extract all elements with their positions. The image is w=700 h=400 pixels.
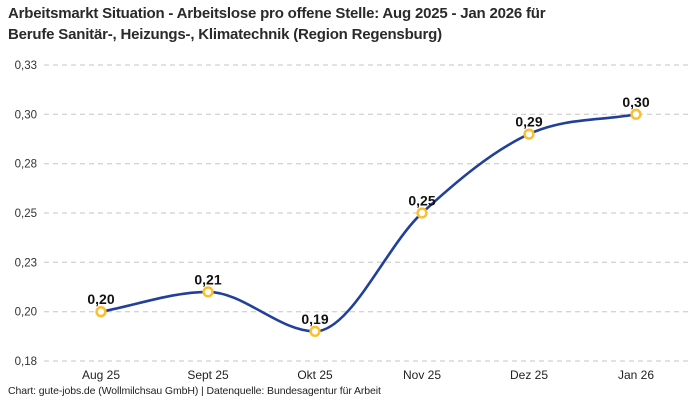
data-point bbox=[416, 207, 428, 219]
data-point-label: 0,29 bbox=[515, 114, 542, 130]
x-tick-label: Nov 25 bbox=[403, 368, 441, 382]
data-point-label: 0,19 bbox=[301, 311, 328, 327]
y-tick-label: 0,30 bbox=[15, 109, 37, 121]
data-point bbox=[523, 128, 535, 140]
y-tick-label: 0,20 bbox=[15, 307, 37, 319]
data-point bbox=[202, 286, 214, 298]
data-point bbox=[630, 108, 642, 120]
y-tick-label: 0,28 bbox=[15, 159, 37, 171]
x-axis-labels: Aug 25 Sept 25 Okt 25 Nov 25 Dez 25 Jan 26 bbox=[82, 368, 654, 382]
chart-credit: Chart: gute-jobs.de (Wollmilchsau GmbH) … bbox=[8, 385, 381, 397]
x-tick-label: Okt 25 bbox=[297, 368, 333, 382]
y-axis-labels: 0,18 0,20 0,23 0,25 0,28 0,30 0,33 bbox=[15, 60, 37, 368]
data-point-label: 0,21 bbox=[194, 271, 221, 287]
y-tick-label: 0,18 bbox=[15, 356, 37, 368]
y-tick-label: 0,25 bbox=[15, 208, 37, 220]
chart-title: Arbeitsmarkt Situation - Arbeitslose pro… bbox=[8, 5, 546, 43]
y-tick-label: 0,33 bbox=[15, 60, 37, 72]
x-tick-label: Sept 25 bbox=[187, 368, 229, 382]
data-point-label: 0,20 bbox=[87, 291, 114, 307]
data-point-label: 0,25 bbox=[408, 193, 435, 209]
data-point bbox=[95, 306, 107, 318]
data-point-label: 0,30 bbox=[622, 94, 649, 110]
series-line bbox=[99, 113, 638, 333]
data-point bbox=[309, 325, 321, 338]
data-point-markers bbox=[95, 108, 642, 338]
y-tick-label: 0,23 bbox=[15, 257, 37, 269]
gridlines bbox=[44, 64, 689, 362]
x-tick-label: Jan 26 bbox=[618, 368, 654, 382]
data-point-labels: 0,20 0,21 0,19 0,25 0,29 0,30 bbox=[87, 94, 649, 327]
x-tick-label: Aug 25 bbox=[82, 368, 120, 382]
x-tick-label: Dez 25 bbox=[510, 368, 548, 382]
